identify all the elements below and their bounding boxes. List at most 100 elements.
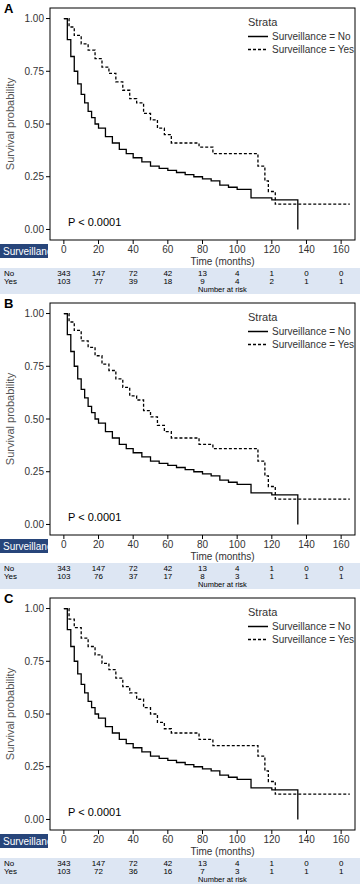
y-tick: [46, 313, 50, 314]
x-tick-label: 20: [93, 539, 105, 550]
x-axis-label: Time (months): [190, 551, 254, 562]
risk-count: 1: [339, 572, 344, 581]
y-tick-label: 1.00: [25, 603, 45, 614]
risk-count: 37: [129, 572, 138, 581]
risk-count: 1: [304, 277, 309, 286]
risk-count: 2: [270, 277, 275, 286]
panel-label: A: [4, 1, 14, 16]
p-value: P < 0.0001: [68, 806, 121, 818]
y-tick: [46, 661, 50, 662]
x-tick-label: 160: [333, 244, 350, 255]
survival-curve: [64, 19, 298, 230]
risk-count: 16: [163, 867, 172, 876]
y-tick: [46, 471, 50, 472]
panel: BSurvival probability0.000.250.500.751.0…: [0, 296, 360, 589]
x-tick-label: 0: [61, 834, 67, 845]
legend-title: Strata: [248, 16, 278, 28]
x-tick-label: 80: [197, 244, 209, 255]
y-tick: [46, 71, 50, 72]
y-tick-label: 0.25: [25, 171, 45, 182]
risk-caption: Number at risk: [198, 580, 247, 589]
risk-table-band: [0, 268, 360, 294]
legend-title: Strata: [248, 311, 278, 323]
risk-count: 1: [339, 277, 344, 286]
risk-table-band: [0, 563, 360, 589]
risk-count: 103: [57, 867, 71, 876]
y-tick-label: 0.75: [25, 656, 45, 667]
risk-row-label: Yes: [4, 572, 17, 581]
risk-count: 72: [94, 867, 103, 876]
risk-count: 39: [129, 277, 138, 286]
risk-count: 18: [163, 277, 172, 286]
x-tick-label: 140: [298, 539, 315, 550]
x-tick-label: 140: [298, 244, 315, 255]
y-tick-label: 0.00: [25, 224, 45, 235]
risk-count: 17: [163, 572, 172, 581]
risk-count: 1: [270, 867, 275, 876]
p-value: P < 0.0001: [68, 216, 121, 228]
x-tick-label: 80: [197, 539, 209, 550]
legend-label: Surveillance = Yes: [272, 44, 354, 55]
legend-title: Strata: [248, 606, 278, 618]
x-tick-label: 0: [61, 539, 67, 550]
y-tick-label: 0.50: [25, 119, 45, 130]
x-tick-label: 120: [263, 834, 280, 845]
plot-frame: [50, 303, 355, 535]
figure: A Survival probability 0.00 0.25 0.50 0.75 1.0…: [0, 0, 360, 895]
x-tick-label: 100: [229, 539, 246, 550]
y-tick-label: 0.50: [25, 414, 45, 425]
x-tick-label: 160: [333, 539, 350, 550]
risk-count: 1: [304, 867, 309, 876]
survival-curve: [64, 314, 298, 525]
legend-swatch: [248, 626, 268, 628]
p-value: P < 0.0001: [68, 511, 121, 523]
risk-header: Surveillance: [3, 246, 58, 257]
x-tick-label: 120: [263, 244, 280, 255]
legend-swatch: [248, 331, 268, 333]
y-tick: [46, 608, 50, 609]
x-tick-label: 20: [93, 834, 105, 845]
legend-label: Surveillance = No: [272, 621, 351, 632]
x-tick-label: 40: [128, 539, 140, 550]
y-tick-label: 0.50: [25, 709, 45, 720]
y-axis-label: Survival probability: [4, 372, 16, 465]
risk-header: Surveillance: [3, 836, 58, 847]
legend-label: Surveillance = No: [272, 326, 351, 337]
y-tick: [46, 714, 50, 715]
legend-swatch: [248, 639, 268, 641]
y-tick: [46, 18, 50, 19]
x-tick-label: 100: [229, 244, 246, 255]
y-tick: [46, 176, 50, 177]
survival-curve: [64, 609, 298, 820]
x-tick-label: 80: [197, 834, 209, 845]
x-tick-label: 60: [162, 539, 174, 550]
panel: CSurvival probability0.000.250.500.751.0…: [0, 591, 360, 884]
x-tick-label: 0: [61, 244, 67, 255]
y-tick-label: 1.00: [25, 308, 45, 319]
risk-count: 1: [339, 867, 344, 876]
x-tick-label: 40: [128, 834, 140, 845]
risk-caption: Number at risk: [198, 875, 247, 884]
plot-frame: [50, 8, 355, 240]
x-tick-label: 20: [93, 244, 105, 255]
y-tick: [46, 766, 50, 767]
y-tick-label: 0.75: [25, 66, 45, 77]
x-tick-label: 60: [162, 244, 174, 255]
legend-label: Surveillance = No: [272, 31, 351, 42]
legend-label: Surveillance = Yes: [272, 634, 354, 645]
y-axis-label: Survival probability: [4, 667, 16, 760]
panel-label: B: [4, 296, 13, 311]
x-tick-label: 140: [298, 834, 315, 845]
legend-label: Surveillance = Yes: [272, 339, 354, 350]
risk-count: 1: [270, 572, 275, 581]
y-tick: [46, 124, 50, 125]
x-tick-label: 160: [333, 834, 350, 845]
x-tick-label: 60: [162, 834, 174, 845]
y-tick-label: 0.25: [25, 466, 45, 477]
panel: ASurvival probability0.000.250.500.751.0…: [0, 1, 360, 294]
risk-count: 103: [57, 277, 71, 286]
y-tick: [46, 229, 50, 230]
y-axis-label: Survival probability: [4, 77, 16, 170]
risk-count: 103: [57, 572, 71, 581]
y-tick: [46, 524, 50, 525]
